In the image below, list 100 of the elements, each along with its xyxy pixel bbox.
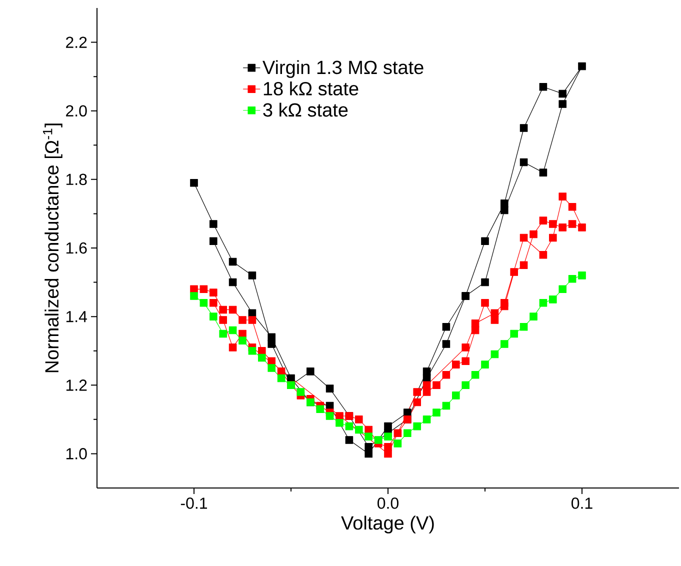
point (210, 298, 218, 307)
point (510, 330, 518, 338)
point (549, 296, 557, 304)
point (394, 440, 402, 448)
point (568, 274, 576, 283)
point (374, 436, 382, 444)
point (248, 316, 256, 324)
x-tick-label: 0.1 (572, 498, 592, 509)
point (268, 357, 276, 366)
point (530, 230, 538, 238)
y-tick-label: 1.8 (66, 174, 87, 186)
point (219, 316, 227, 324)
point (326, 412, 334, 420)
point (500, 340, 508, 348)
point (539, 298, 548, 307)
point (210, 237, 218, 246)
point (190, 178, 198, 187)
point (248, 346, 256, 355)
point (530, 312, 538, 320)
point (210, 312, 218, 320)
point (404, 429, 412, 438)
x-axis-title: Voltage (V) (341, 516, 434, 534)
point (568, 220, 576, 228)
point (471, 320, 480, 328)
point (490, 350, 499, 358)
point (432, 408, 440, 416)
y-tick-label: 2.2 (66, 36, 87, 48)
y-axis-title: Normalized conductance [Ω$^{-1}$] (43, 124, 62, 372)
point (219, 330, 227, 338)
point (422, 368, 431, 376)
point (306, 368, 314, 376)
point (210, 220, 218, 228)
x-tick-label: 0.0 (378, 498, 398, 509)
point (200, 285, 208, 294)
y-tick-label: 1.2 (66, 380, 87, 391)
point (258, 354, 266, 362)
point (364, 450, 372, 458)
point (549, 220, 557, 228)
point (422, 381, 431, 390)
point (268, 340, 276, 348)
point (539, 250, 548, 259)
point (442, 340, 450, 348)
y-tick-label: 1.4 (66, 311, 87, 322)
x-tick-label: -0.1 (180, 498, 207, 509)
point (228, 278, 237, 286)
point (345, 436, 354, 444)
point (442, 370, 450, 379)
point (558, 285, 566, 294)
point (355, 416, 363, 424)
point (578, 224, 586, 232)
point (404, 408, 412, 416)
point (296, 388, 305, 396)
point (364, 442, 372, 451)
point (520, 158, 528, 166)
point (500, 200, 508, 208)
point (462, 381, 470, 390)
point (558, 90, 566, 98)
point (413, 422, 421, 430)
point (481, 298, 489, 307)
point (336, 412, 344, 420)
point (384, 422, 392, 430)
point (228, 258, 237, 266)
point (394, 429, 402, 438)
point (520, 261, 528, 270)
point (384, 432, 392, 440)
point (228, 306, 237, 314)
point (481, 237, 489, 246)
point (442, 322, 450, 331)
legend-label: 18 kΩ state (264, 81, 358, 96)
point (268, 364, 276, 372)
point (462, 344, 470, 352)
point (432, 381, 440, 390)
point (471, 370, 480, 379)
point (520, 322, 528, 331)
point (578, 272, 586, 280)
point (578, 62, 586, 70)
point (190, 292, 198, 300)
point (200, 298, 208, 307)
point (558, 224, 566, 232)
y-tick-label: 1.0 (66, 448, 87, 460)
point (558, 192, 566, 200)
point (364, 432, 372, 440)
point (549, 234, 557, 242)
point (462, 357, 470, 366)
point (326, 384, 334, 392)
point (539, 82, 548, 91)
point (384, 450, 392, 458)
point (248, 272, 256, 280)
point (422, 416, 431, 424)
point (384, 442, 392, 451)
point (190, 285, 198, 294)
point (228, 344, 237, 352)
point (238, 336, 246, 344)
point (442, 402, 450, 410)
point (452, 392, 460, 400)
point (355, 426, 363, 434)
point (520, 234, 528, 242)
point (539, 216, 548, 224)
point (228, 326, 237, 334)
legend-label: 3 kΩ state (263, 102, 348, 117)
